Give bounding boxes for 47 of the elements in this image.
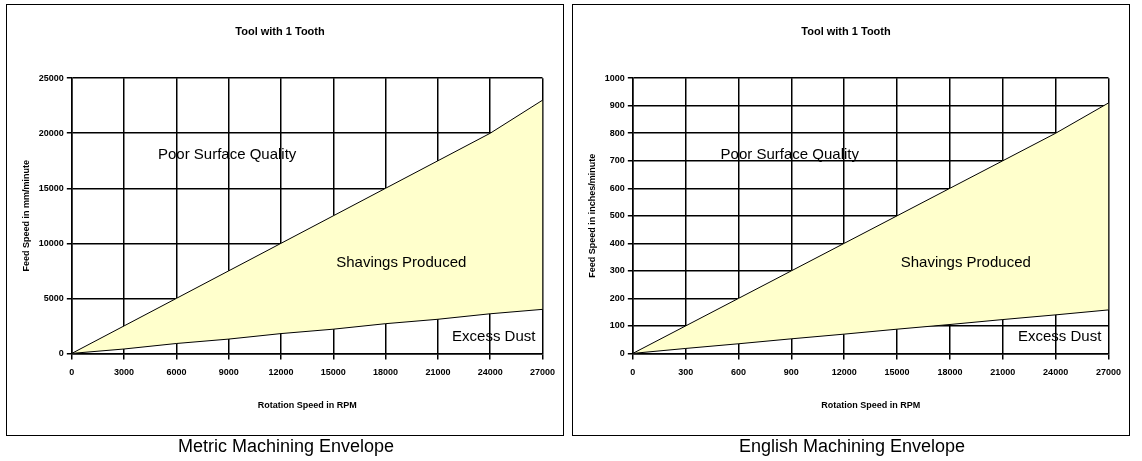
y-axis-title: Feed Speed in mm/minute	[20, 160, 31, 272]
y-tick-label: 900	[609, 100, 625, 111]
y-tick-label: 400	[609, 237, 625, 248]
x-tick-label: 21000	[990, 367, 1016, 378]
x-tick-label: 0	[69, 367, 75, 378]
y-tick-label: 25000	[38, 72, 64, 83]
x-tick-label: 18000	[373, 367, 399, 378]
chart-title: Tool with 1 Tooth	[801, 24, 891, 37]
x-tick-label: 3000	[114, 367, 135, 378]
chart-title: Tool with 1 Tooth	[235, 24, 325, 37]
y-tick-label: 0	[619, 347, 625, 358]
y-axis-title: Feed Speed in inches/minute	[586, 153, 597, 278]
x-tick-label: 12000	[831, 367, 857, 378]
x-tick-label: 21000	[425, 367, 451, 378]
x-tick-label: 0	[630, 367, 636, 378]
x-tick-label: 24000	[1043, 367, 1069, 378]
text: Metric Machining Envelope	[176, 436, 396, 457]
y-tick-label: 15000	[38, 182, 64, 193]
annotation: Shavings Produced	[336, 252, 467, 270]
x-tick-label: 18000	[937, 367, 963, 378]
x-tick-label: 12000	[268, 367, 294, 378]
y-tick-label: 300	[609, 265, 625, 276]
text: English Machining Envelope	[737, 436, 967, 457]
y-tick-label: 200	[609, 292, 625, 303]
y-tick-label: 1000	[604, 72, 625, 83]
x-tick-label: 15000	[884, 367, 910, 378]
x-tick-label: 27000	[529, 367, 555, 378]
x-axis-title: Rotation Speed in RPM	[257, 400, 357, 411]
x-tick-label: 15000	[320, 367, 346, 378]
y-tick-label: 10000	[38, 237, 64, 248]
y-tick-label: 700	[609, 155, 625, 166]
y-tick-label: 5000	[43, 292, 64, 303]
y-tick-label: 500	[609, 210, 625, 221]
x-axis-title: Rotation Speed in RPM	[821, 400, 921, 411]
y-tick-label: 0	[58, 347, 64, 358]
x-tick-label: 6000	[166, 367, 187, 378]
x-tick-label: 24000	[477, 367, 503, 378]
y-tick-label: 600	[609, 182, 625, 193]
x-tick-label: 600	[731, 367, 747, 378]
y-tick-label: 20000	[38, 127, 64, 138]
y-tick-label: 100	[609, 320, 625, 331]
x-tick-label: 300	[678, 367, 694, 378]
x-tick-label: 900	[783, 367, 799, 378]
annotation: Shavings Produced	[900, 252, 1031, 270]
y-tick-label: 800	[609, 127, 625, 138]
x-tick-label: 9000	[218, 367, 239, 378]
x-tick-label: 27000	[1095, 367, 1121, 378]
